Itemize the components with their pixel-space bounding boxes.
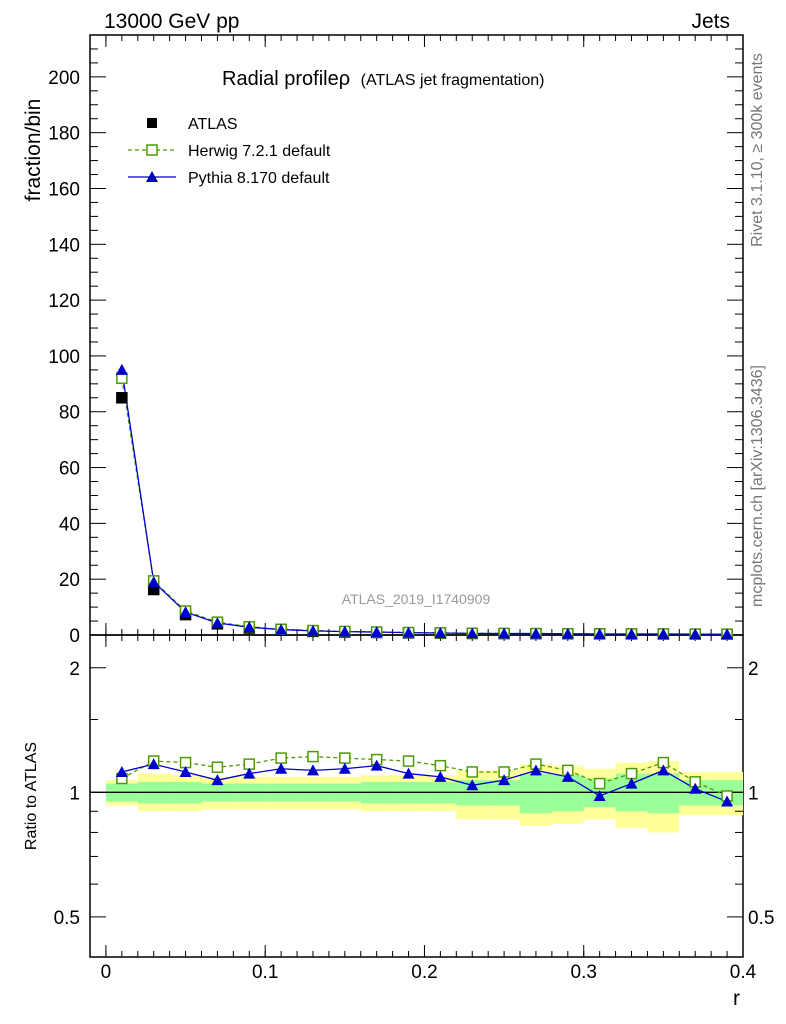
analysis-id: ATLAS_2019_I1740909 — [342, 591, 491, 607]
pythia-ratio-point — [466, 779, 479, 791]
pythia-ratio-point — [721, 795, 734, 807]
x-tick-label: 0.3 — [571, 962, 597, 983]
herwig-ratio-point — [211, 761, 224, 773]
pythia-ratio-point — [211, 774, 224, 786]
x-tick-label: 0.4 — [730, 962, 757, 983]
ratio-tick-label: 2 — [69, 659, 80, 680]
pythia-point — [115, 363, 128, 375]
chart-title-main: Radial profileρ — [222, 68, 350, 90]
header-right: Jets — [691, 10, 730, 33]
pythia-point — [147, 575, 160, 587]
herwig-ratio-point — [466, 766, 478, 778]
pythia-point — [721, 628, 734, 640]
ratio-axis-title: Ratio to ATLAS — [23, 742, 40, 850]
ratio-band-green — [647, 773, 680, 814]
pythia-point — [211, 617, 224, 628]
ratio-band-green — [520, 773, 552, 814]
pythia-ratio-point — [561, 770, 574, 782]
y-tick-label: 120 — [48, 291, 80, 312]
y-tick-label: 60 — [59, 459, 80, 480]
ratio-tick-label-right: 0.5 — [748, 908, 774, 929]
x-axis-title: r — [733, 987, 740, 1010]
pythia-point — [434, 626, 447, 638]
y-tick-label: 80 — [59, 403, 80, 424]
pythia-ratio-point — [434, 770, 447, 782]
y-tick-label: 180 — [48, 124, 80, 145]
legend: ATLAS Herwig 7.2.1 default Pythia 8.170 … — [128, 116, 331, 187]
pythia-point — [275, 623, 288, 635]
pythia-point — [243, 621, 256, 633]
pythia-ratio-point — [529, 764, 542, 776]
pythia-point — [593, 627, 606, 639]
pythia-point — [306, 624, 319, 636]
pythia-point — [657, 627, 670, 639]
pythia-ratio-point — [689, 782, 702, 794]
pythia-point — [689, 628, 702, 640]
pythia-ratio-point — [370, 759, 383, 771]
herwig-ratio-point — [434, 759, 447, 772]
herwig-ratio-point — [307, 750, 319, 763]
pythia-ratio-point — [498, 774, 511, 786]
pythia-point — [179, 606, 192, 618]
legend-label-herwig: Herwig 7.2.1 default — [188, 143, 331, 160]
pythia-ratio-point — [338, 762, 351, 774]
pythia-ratio-point — [275, 762, 288, 774]
side-label-upper: Rivet 3.1.10, ≥ 300k events — [749, 53, 766, 247]
herwig-ratio-point — [275, 752, 287, 764]
x-tick-label: 0.2 — [411, 962, 437, 983]
ratio-tick-label: 1 — [69, 783, 80, 804]
pythia-ratio-point — [147, 758, 160, 770]
y-tick-label: 20 — [59, 570, 80, 591]
pythia-ratio-point — [657, 764, 670, 776]
pythia-point — [498, 627, 511, 639]
x-tick-label: 0.1 — [252, 962, 278, 983]
ratio-tick-label-right: 2 — [748, 659, 759, 680]
y-tick-label: 200 — [48, 68, 80, 89]
ratio-tick-label: 0.5 — [54, 908, 80, 929]
atlas-data-point — [116, 392, 128, 404]
legend-label-pythia: Pythia 8.170 default — [188, 170, 330, 187]
side-label-lower: mcplots.cern.ch [arXiv:1306.3436] — [749, 365, 766, 607]
pythia-ratio-point — [179, 765, 192, 777]
pythia-ratio-point — [306, 764, 319, 776]
y-tick-label: 140 — [48, 235, 80, 256]
herwig-ratio-point — [625, 767, 638, 780]
pythia-ratio-point — [625, 777, 638, 789]
herwig-ratio-point — [593, 777, 606, 790]
y-tick-label: 100 — [48, 347, 80, 368]
pythia-point — [370, 626, 383, 638]
x-tick-label: 0 — [101, 962, 112, 983]
herwig-ratio-point — [339, 752, 351, 764]
chart-subtitle: (ATLAS jet fragmentation) — [361, 72, 545, 89]
herwig-ratio-point — [402, 755, 415, 767]
legend-marker-herwig — [146, 144, 158, 156]
pythia-ratio-point — [243, 767, 256, 779]
y-tick-label: 160 — [48, 179, 80, 200]
y-axis-title: fraction/bin — [22, 99, 45, 202]
pythia-point — [529, 627, 542, 639]
legend-marker-atlas — [147, 118, 157, 128]
y-tick-label: 0 — [69, 626, 80, 647]
ratio-tick-label-right: 1 — [748, 783, 759, 804]
pythia-ratio-point — [593, 789, 606, 801]
pythia-ratio-point — [402, 767, 415, 779]
header-left: 13000 GeV pp — [104, 10, 239, 33]
legend-marker-pythia — [146, 171, 158, 182]
pythia-ratio-line — [121, 763, 728, 803]
pythia-ratio-point — [115, 765, 128, 777]
pythia-point — [402, 626, 415, 638]
pythia-point — [625, 627, 638, 639]
y-tick-label: 40 — [59, 514, 80, 535]
pythia-point — [466, 627, 479, 639]
pythia-point — [561, 627, 574, 639]
chart-title: Radial profileρ (ATLAS jet fragmentation… — [222, 68, 544, 90]
pythia-point — [338, 625, 351, 637]
legend-label-atlas: ATLAS — [188, 116, 238, 133]
